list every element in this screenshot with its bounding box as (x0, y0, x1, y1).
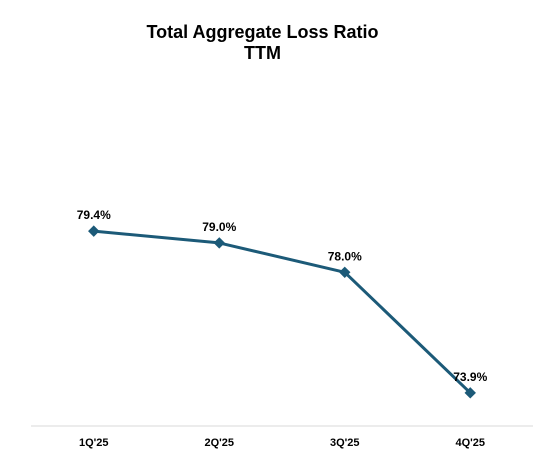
chart-title: Total Aggregate Loss Ratio (146, 22, 379, 42)
data-point-marker (213, 237, 225, 249)
data-label: 78.0% (328, 249, 362, 263)
data-label: 73.9% (453, 370, 487, 384)
chart-subtitle: TTM (244, 43, 281, 63)
x-tick-label: 3Q'25 (330, 437, 360, 449)
data-label: 79.0% (202, 220, 236, 234)
data-point-marker (464, 387, 476, 399)
x-tick-label: 4Q'25 (455, 437, 485, 449)
x-tick-label: 1Q'25 (79, 437, 109, 449)
series-line (92, 229, 472, 395)
chart-title-block: Total Aggregate Loss Ratio TTM (0, 22, 525, 64)
data-point-marker (339, 266, 351, 279)
x-tick-label: 2Q'25 (204, 437, 234, 449)
data-label: 79.4% (77, 208, 111, 222)
data-point-marker (88, 225, 100, 237)
